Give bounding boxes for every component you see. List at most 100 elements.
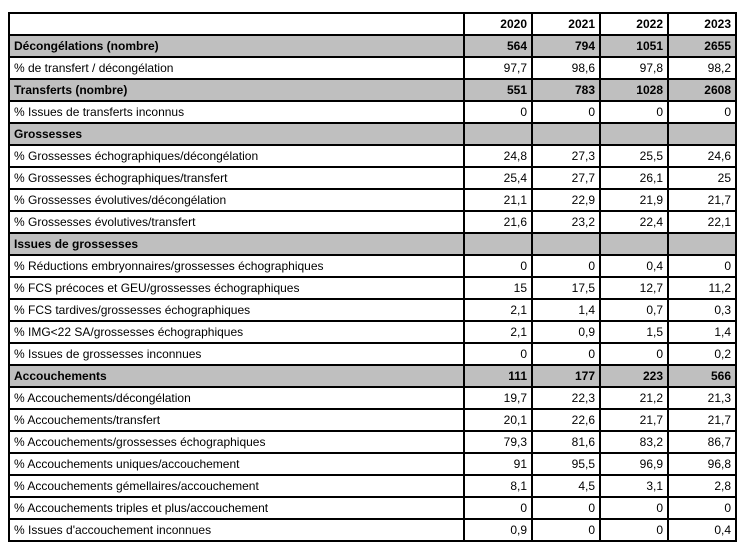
row-label: % Issues d'accouchement inconnues bbox=[8, 518, 465, 542]
row-label: % Accouchements triples et plus/accouche… bbox=[8, 496, 465, 520]
year-header-2021: 2021 bbox=[531, 12, 601, 36]
year-header-2022: 2022 bbox=[599, 12, 669, 36]
data-row: % Issues de grossesses inconnues 0 0 0 0,2 bbox=[8, 342, 737, 366]
data-row: % Issues de transferts inconnus 0 0 0 0 bbox=[8, 100, 737, 124]
row-label: Issues de grossesses bbox=[8, 232, 465, 256]
year-header-2023: 2023 bbox=[667, 12, 737, 36]
cell-value: 2,1 bbox=[463, 298, 533, 322]
section-row: Grossesses bbox=[8, 122, 737, 146]
cell-value: 0,3 bbox=[667, 298, 737, 322]
year-header-row: 2020 2021 2022 2023 bbox=[8, 12, 737, 36]
cell-value: 0 bbox=[667, 100, 737, 124]
statistics-table: 2020 2021 2022 2023 Décongélations (nomb… bbox=[8, 12, 737, 542]
row-label: Grossesses bbox=[8, 122, 465, 146]
cell-value: 17,5 bbox=[531, 276, 601, 300]
cell-value bbox=[667, 122, 737, 146]
corner-cell bbox=[8, 12, 465, 36]
data-row: % IMG<22 SA/grossesses échographiques 2,1… bbox=[8, 320, 737, 344]
row-label: % Accouchements/décongélation bbox=[8, 386, 465, 410]
data-row: % Accouchements/décongélation 19,7 22,3 21,… bbox=[8, 386, 737, 410]
cell-value: 0,9 bbox=[531, 320, 601, 344]
cell-value bbox=[531, 122, 601, 146]
cell-value: 2,1 bbox=[463, 320, 533, 344]
data-row: % Réductions embryonnaires/grossesses éc… bbox=[8, 254, 737, 278]
cell-value: 83,2 bbox=[599, 430, 669, 454]
row-label: % FCS précoces et GEU/grossesses échogra… bbox=[8, 276, 465, 300]
cell-value: 21,3 bbox=[667, 386, 737, 410]
cell-value: 24,6 bbox=[667, 144, 737, 168]
cell-value: 4,5 bbox=[531, 474, 601, 498]
data-row: % Grossesses échographiques/transfert 25,… bbox=[8, 166, 737, 190]
cell-value bbox=[531, 232, 601, 256]
row-label: Transferts (nombre) bbox=[8, 78, 465, 102]
cell-value: 1,4 bbox=[667, 320, 737, 344]
cell-value: 97,7 bbox=[463, 56, 533, 80]
row-label: % de transfert / décongélation bbox=[8, 56, 465, 80]
data-row: % Accouchements/grossesses échographique… bbox=[8, 430, 737, 454]
cell-value: 24,8 bbox=[463, 144, 533, 168]
cell-value: 794 bbox=[531, 34, 601, 58]
cell-value: 1028 bbox=[599, 78, 669, 102]
year-header-2020: 2020 bbox=[463, 12, 533, 36]
data-row: % Accouchements triples et plus/accouche… bbox=[8, 496, 737, 520]
section-row: Transferts (nombre) 551 783 1028 2608 bbox=[8, 78, 737, 102]
cell-value: 22,3 bbox=[531, 386, 601, 410]
cell-value: 0 bbox=[531, 518, 601, 542]
cell-value: 0,4 bbox=[599, 254, 669, 278]
cell-value: 3,1 bbox=[599, 474, 669, 498]
cell-value: 91 bbox=[463, 452, 533, 476]
cell-value: 0 bbox=[463, 496, 533, 520]
cell-value: 0 bbox=[463, 254, 533, 278]
table-body: Décongélations (nombre) 564 794 1051 2655% d… bbox=[8, 34, 737, 542]
cell-value: 27,7 bbox=[531, 166, 601, 190]
cell-value: 21,2 bbox=[599, 386, 669, 410]
row-label: Accouchements bbox=[8, 364, 465, 388]
cell-value: 96,9 bbox=[599, 452, 669, 476]
cell-value: 26,1 bbox=[599, 166, 669, 190]
cell-value: 8,1 bbox=[463, 474, 533, 498]
cell-value: 86,7 bbox=[667, 430, 737, 454]
cell-value: 0,9 bbox=[463, 518, 533, 542]
row-label: % FCS tardives/grossesses échographiques bbox=[8, 298, 465, 322]
cell-value: 15 bbox=[463, 276, 533, 300]
cell-value: 0 bbox=[599, 496, 669, 520]
cell-value: 21,7 bbox=[667, 188, 737, 212]
data-row: % Issues d'accouchement inconnues 0,9 0 0 0,… bbox=[8, 518, 737, 542]
cell-value: 566 bbox=[667, 364, 737, 388]
data-row: % Grossesses évolutives/transfert 21,6 23,… bbox=[8, 210, 737, 234]
cell-value: 783 bbox=[531, 78, 601, 102]
row-label: % Grossesses échographiques/décongélatio… bbox=[8, 144, 465, 168]
cell-value: 21,9 bbox=[599, 188, 669, 212]
cell-value: 25,4 bbox=[463, 166, 533, 190]
cell-value: 97,8 bbox=[599, 56, 669, 80]
row-label: % Accouchements uniques/accouchement bbox=[8, 452, 465, 476]
cell-value: 0 bbox=[667, 496, 737, 520]
data-row: % FCS précoces et GEU/grossesses échogra… bbox=[8, 276, 737, 300]
cell-value: 22,4 bbox=[599, 210, 669, 234]
cell-value: 0 bbox=[531, 254, 601, 278]
cell-value: 551 bbox=[463, 78, 533, 102]
cell-value: 21,7 bbox=[667, 408, 737, 432]
cell-value: 25 bbox=[667, 166, 737, 190]
section-row: Accouchements 111 177 223 566 bbox=[8, 364, 737, 388]
row-label: % IMG<22 SA/grossesses échographiques bbox=[8, 320, 465, 344]
cell-value: 22,9 bbox=[531, 188, 601, 212]
cell-value: 27,3 bbox=[531, 144, 601, 168]
data-row: % Accouchements/transfert 20,1 22,6 21,7 21,… bbox=[8, 408, 737, 432]
cell-value: 12,7 bbox=[599, 276, 669, 300]
data-row: % Grossesses échographiques/décongélatio… bbox=[8, 144, 737, 168]
cell-value: 0,4 bbox=[667, 518, 737, 542]
row-label: % Issues de grossesses inconnues bbox=[8, 342, 465, 366]
cell-value: 0,2 bbox=[667, 342, 737, 366]
row-label: % Accouchements/grossesses échographique… bbox=[8, 430, 465, 454]
cell-value: 1,4 bbox=[531, 298, 601, 322]
cell-value: 81,6 bbox=[531, 430, 601, 454]
cell-value: 0 bbox=[599, 342, 669, 366]
row-label: % Accouchements/transfert bbox=[8, 408, 465, 432]
cell-value: 22,1 bbox=[667, 210, 737, 234]
cell-value: 98,6 bbox=[531, 56, 601, 80]
data-row: % Accouchements gémellaires/accouchement… bbox=[8, 474, 737, 498]
cell-value: 21,7 bbox=[599, 408, 669, 432]
cell-value bbox=[463, 122, 533, 146]
